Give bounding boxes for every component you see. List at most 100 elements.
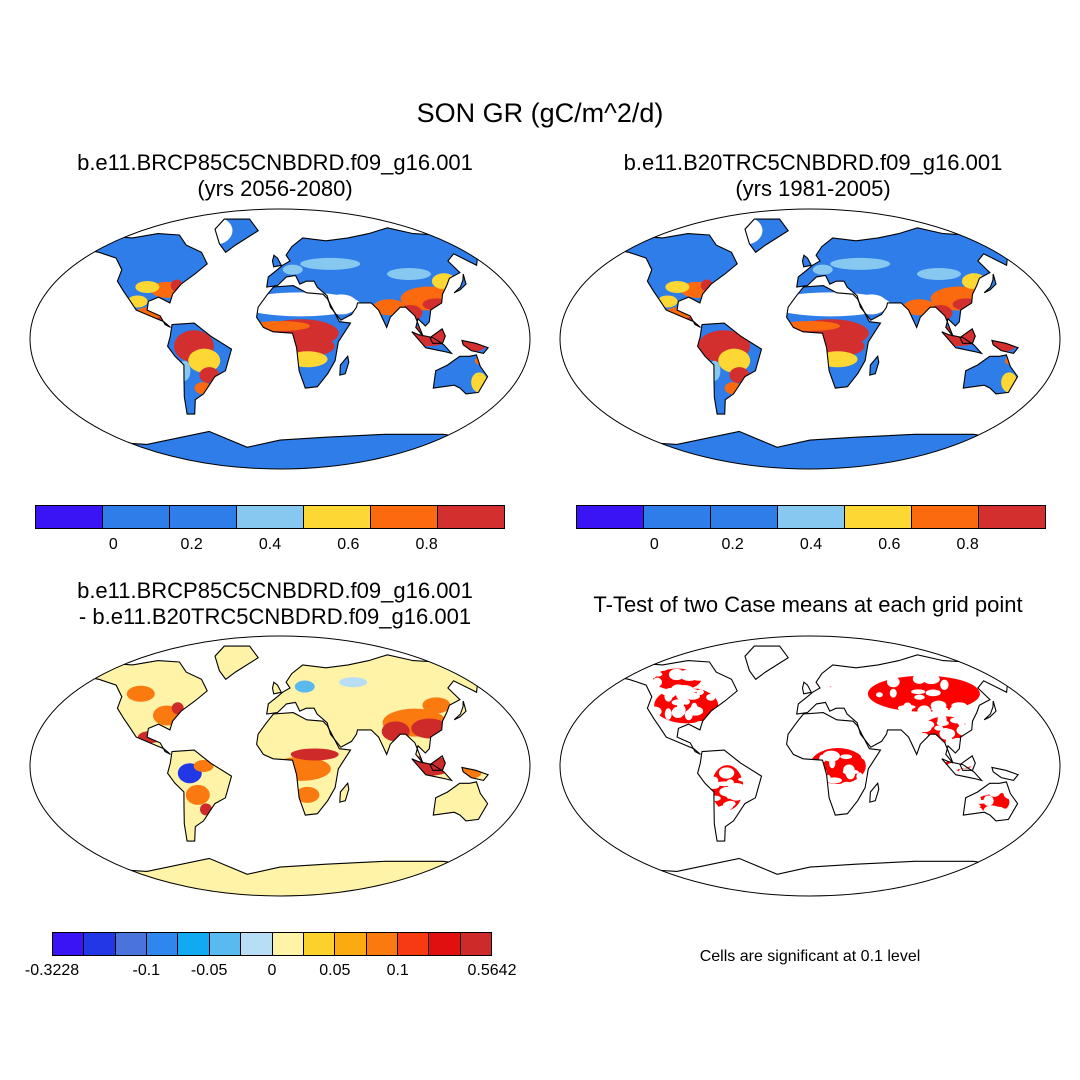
map-ttest-significance: [559, 635, 1061, 897]
colorbar-tick-label: 0.1: [386, 962, 409, 979]
field-region: [742, 749, 754, 762]
colorbar-tick-label: 0.4: [258, 536, 282, 553]
field-region: [973, 730, 990, 738]
colorbar-swatch: [53, 933, 85, 955]
field-region: [636, 684, 653, 697]
colorbar-swatch: [438, 506, 504, 528]
field-region: [949, 706, 957, 716]
field-region: [696, 689, 704, 696]
field-region: [700, 681, 715, 690]
field-region: [422, 697, 451, 714]
field-region: [961, 273, 986, 290]
colorbar-panel2-ticks: 0 0.2 0.4 0.6 0.8: [576, 536, 1046, 556]
field-region: [968, 708, 977, 719]
field-region: [135, 281, 160, 293]
panel2-title: b.e11.B20TRC5CNBDRD.f09_g16.001 (yrs 198…: [578, 150, 1048, 202]
colorbar-swatch: [209, 933, 242, 955]
field-region: [431, 273, 456, 290]
field-region: [290, 748, 339, 761]
colorbar-swatch: [397, 933, 430, 955]
coastline: [744, 218, 789, 254]
field-region: [294, 680, 315, 693]
field-region: [683, 688, 698, 693]
colorbar-tick-label: 0.2: [180, 536, 203, 553]
coastline: [81, 233, 208, 328]
field-region: [902, 705, 916, 710]
field-region: [422, 298, 451, 311]
colorbar-swatch: [460, 933, 492, 955]
colorbar-swatch: [577, 506, 644, 528]
field-region: [985, 763, 993, 773]
field-region: [636, 725, 655, 738]
field-region: [126, 685, 155, 702]
land-fill-layer: [75, 219, 493, 469]
colorbar-swatch: [979, 506, 1045, 528]
field-region: [940, 679, 949, 690]
coastline: [429, 755, 446, 771]
field-region: [1014, 787, 1022, 796]
field-region: [726, 711, 738, 720]
map-border: [29, 635, 531, 897]
colorbar-swatch: [845, 506, 912, 528]
field-region: [749, 783, 756, 791]
field-region: [652, 677, 663, 687]
field-region: [812, 264, 833, 275]
field-region: [630, 705, 645, 715]
field-region: [929, 763, 943, 771]
coastline: [604, 430, 1016, 469]
field-region: [892, 713, 908, 720]
field-region: [633, 710, 643, 717]
field-region: [185, 784, 210, 805]
field-region: [977, 813, 991, 825]
field-region: [649, 718, 665, 724]
field-region: [817, 688, 830, 699]
field-region: [842, 769, 859, 775]
field-region: [922, 674, 940, 685]
coastline: [256, 285, 352, 389]
field-region: [934, 725, 944, 731]
colorbar-tick-label: 0.6: [337, 536, 360, 553]
field-region: [724, 382, 741, 395]
coastline: [941, 758, 984, 782]
colorbar-swatch: [304, 506, 371, 528]
field-region: [945, 736, 953, 748]
field-region: [934, 771, 944, 778]
panel3-title-line1: b.e11.BRCP85C5CNBDRD.f09_g16.001: [77, 578, 473, 603]
field-region: [856, 772, 863, 781]
field-region: [928, 756, 936, 766]
field-region: [917, 707, 930, 713]
field-region: [817, 351, 858, 368]
field-region: [637, 718, 650, 724]
coastline: [81, 660, 208, 755]
coastline: [744, 645, 789, 681]
coastline: [983, 273, 997, 294]
field-region: [876, 692, 883, 698]
colorbar-swatch: [241, 933, 273, 955]
field-region: [830, 257, 891, 270]
field-region: [211, 650, 248, 674]
coastline: [796, 227, 1024, 337]
field-region: [990, 751, 1003, 761]
field-region: [735, 783, 745, 793]
field-region: [718, 767, 735, 779]
map-content: [604, 645, 1024, 896]
field-region: [887, 712, 895, 719]
land-base-fill: [75, 219, 493, 469]
field-region: [664, 708, 672, 720]
field-region: [300, 257, 361, 270]
field-region: [817, 678, 829, 688]
colorbar-swatch: [303, 933, 336, 955]
field-region: [922, 745, 938, 754]
field-region: [783, 735, 797, 742]
field-region: [934, 710, 953, 715]
land-base-fill: [605, 646, 1023, 896]
coastline: [339, 355, 350, 376]
coastline: [74, 430, 486, 469]
field-region: [839, 781, 854, 792]
field-region: [137, 731, 162, 744]
field-region: [810, 767, 827, 778]
field-region: [993, 785, 1003, 795]
field-region: [250, 321, 310, 331]
field-region: [699, 666, 706, 676]
colorbar-swatch: [644, 506, 711, 528]
